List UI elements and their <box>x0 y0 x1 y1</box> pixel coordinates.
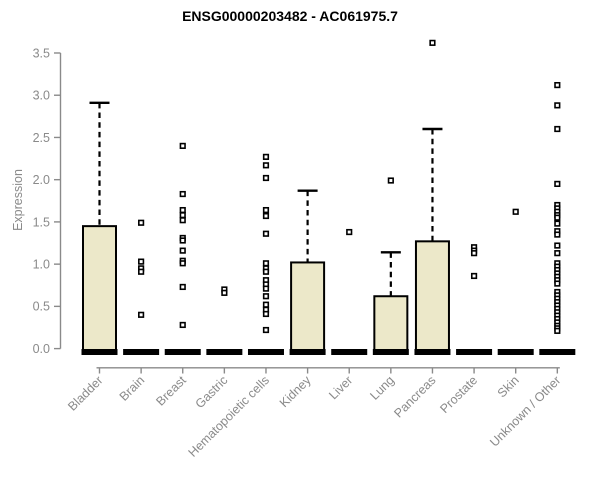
median-band <box>206 349 243 355</box>
median-band <box>331 349 368 355</box>
y-tick-label: 3.5 <box>33 46 50 60</box>
outlier-point <box>262 206 270 214</box>
outlier-point <box>179 142 186 149</box>
box-kidney <box>290 261 326 353</box>
median-band <box>456 349 493 355</box>
outlier-point <box>179 206 186 214</box>
outlier-point <box>179 190 186 198</box>
x-category-label: Prostate <box>437 373 480 416</box>
median-band <box>81 349 118 355</box>
x-category-label: Hematopoietic cells <box>186 373 273 460</box>
outlier-point <box>179 321 186 329</box>
outlier-point <box>262 162 270 169</box>
outlier-point <box>179 260 186 267</box>
x-category-label: Unknown / Other <box>487 373 563 449</box>
y-tick-label: 2.5 <box>33 131 50 145</box>
outlier-point <box>554 220 561 227</box>
box-lung <box>373 295 409 353</box>
median-band <box>497 349 534 355</box>
outlier-point <box>138 268 145 275</box>
outlier-point <box>179 283 186 291</box>
x-category-label: Breast <box>153 373 189 409</box>
outlier-point <box>262 301 270 308</box>
outlier-point <box>262 310 270 318</box>
outlier-point <box>179 237 186 244</box>
x-category-label: Pancreas <box>391 373 438 420</box>
outlier-point <box>554 180 561 188</box>
outlier-point <box>138 258 145 265</box>
outlier-point <box>554 327 561 334</box>
outlier-point <box>262 268 270 275</box>
outlier-point <box>262 212 270 220</box>
median-band <box>247 349 284 355</box>
box-bladder <box>82 225 117 353</box>
outlier-point <box>512 208 519 215</box>
outlier-point <box>554 214 561 221</box>
outlier-point <box>262 285 270 292</box>
median-band <box>123 349 160 355</box>
y-tick-label: 1.0 <box>33 258 50 272</box>
x-category-label: Gastric <box>193 373 231 411</box>
y-tick-label: 2.0 <box>33 173 50 187</box>
outlier-point <box>262 293 270 300</box>
box-pancreas <box>414 240 450 353</box>
outlier-point <box>470 272 478 280</box>
outlier-point <box>262 153 270 160</box>
outlier-point <box>179 247 186 254</box>
outlier-point <box>554 102 561 109</box>
median-band <box>289 349 326 355</box>
outlier-point <box>554 125 561 133</box>
outlier-point <box>429 39 436 46</box>
x-category-label: Brain <box>117 373 148 404</box>
x-category-label: Kidney <box>277 373 314 410</box>
x-category-label: Lung <box>367 373 397 403</box>
median-band <box>539 349 576 355</box>
outlier-point <box>262 260 270 267</box>
outlier-point <box>138 311 145 318</box>
outlier-point <box>179 217 186 224</box>
median-band <box>414 349 451 355</box>
outlier-point <box>554 280 561 287</box>
outlier-point <box>554 81 561 89</box>
x-category-label: Liver <box>326 373 355 402</box>
outlier-point <box>387 177 394 184</box>
outlier-point <box>554 231 561 238</box>
outlier-point <box>470 250 478 257</box>
x-category-label: Skin <box>495 373 522 400</box>
outlier-point <box>554 250 561 257</box>
chart-title: ENSG00000203482 - AC061975.7 <box>182 8 398 24</box>
outlier-point <box>262 230 270 237</box>
outlier-point <box>262 326 270 334</box>
y-tick-label: 0.5 <box>33 300 50 314</box>
x-category-label: Bladder <box>65 373 105 413</box>
outlier-point <box>138 219 145 226</box>
y-tick-label: 0.0 <box>33 342 50 356</box>
outlier-point <box>346 228 353 236</box>
outlier-point <box>554 242 561 249</box>
y-tick-label: 3.0 <box>33 89 50 103</box>
median-band <box>372 349 409 355</box>
outlier-point <box>221 289 228 296</box>
outlier-point <box>262 174 270 182</box>
median-band <box>164 349 201 355</box>
outlier-point <box>179 212 186 219</box>
y-tick-label: 1.5 <box>33 215 50 229</box>
